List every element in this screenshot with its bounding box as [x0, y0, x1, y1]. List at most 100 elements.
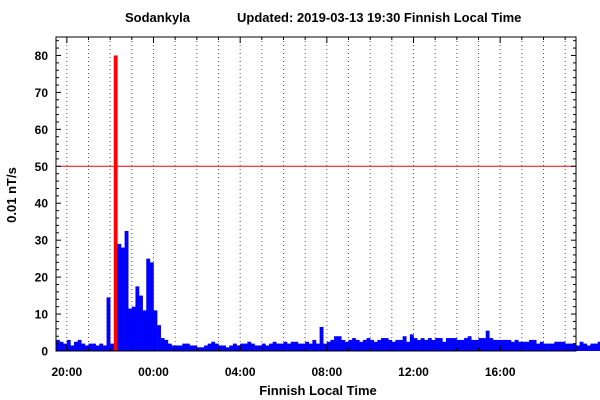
- x-tick-label: 16:00: [485, 365, 516, 379]
- x-tick-label: 00:00: [138, 365, 169, 379]
- bar: [482, 338, 486, 351]
- bar: [77, 339, 82, 351]
- bar: [427, 338, 432, 351]
- bar: [254, 345, 259, 351]
- bar: [355, 339, 360, 351]
- bar: [279, 343, 284, 351]
- bar: [550, 343, 555, 351]
- bar: [240, 343, 245, 351]
- bar: [124, 230, 129, 351]
- bar: [59, 341, 64, 351]
- bar: [474, 339, 479, 351]
- y-tick-label: 30: [35, 234, 49, 248]
- bar: [449, 338, 454, 351]
- bar: [420, 338, 425, 351]
- bar: [391, 341, 396, 351]
- y-tick-label: 0: [41, 345, 48, 359]
- bar: [471, 339, 476, 351]
- bar: [56, 339, 60, 351]
- y-tick-label: 80: [35, 49, 49, 63]
- bar: [229, 345, 234, 351]
- bar: [344, 341, 349, 351]
- bar: [586, 345, 591, 351]
- bar: [186, 343, 190, 351]
- bar: [157, 325, 161, 351]
- y-tick-label: 60: [35, 123, 49, 137]
- y-tick-label: 40: [35, 197, 49, 211]
- x-tick-label: 12:00: [398, 365, 429, 379]
- bar: [113, 55, 118, 352]
- bar: [460, 339, 465, 351]
- bar: [142, 310, 147, 351]
- bar: [63, 343, 68, 351]
- y-tick-label: 70: [35, 86, 49, 100]
- bar: [478, 338, 483, 351]
- plot-frame: [55, 36, 577, 352]
- bar: [438, 338, 443, 351]
- bar: [395, 339, 400, 351]
- bar: [81, 343, 86, 351]
- bar: [518, 341, 523, 351]
- bar: [536, 343, 541, 351]
- bar: [485, 330, 490, 351]
- bar: [182, 343, 187, 351]
- bar: [503, 339, 508, 351]
- bar: [290, 341, 295, 351]
- bar: [160, 338, 165, 351]
- bar: [326, 341, 331, 351]
- bar: [453, 338, 458, 351]
- bar: [269, 343, 273, 351]
- bar: [456, 339, 461, 351]
- bar: [276, 343, 281, 351]
- y-tick-label: 50: [35, 160, 49, 174]
- bar: [287, 343, 291, 351]
- bar: [594, 343, 598, 351]
- bar: [153, 310, 158, 351]
- bar: [84, 345, 89, 351]
- bar: [435, 338, 440, 351]
- bar: [539, 341, 544, 351]
- vertical-gridlines: [66, 37, 566, 351]
- bar: [525, 341, 530, 351]
- bar: [316, 343, 320, 351]
- bar: [583, 343, 588, 351]
- bar: [417, 339, 421, 351]
- bar: [565, 343, 570, 351]
- activity-bars: [56, 55, 600, 352]
- bar: [341, 339, 346, 351]
- bar: [128, 308, 133, 351]
- bar: [319, 326, 324, 351]
- bar: [88, 343, 93, 351]
- bar: [511, 341, 515, 351]
- x-tick-label: 04:00: [225, 365, 256, 379]
- bar: [95, 345, 100, 351]
- bar: [442, 341, 447, 351]
- bar: [189, 345, 194, 351]
- bar: [467, 336, 472, 351]
- bar: [251, 343, 255, 351]
- bar: [399, 339, 403, 351]
- bar: [373, 341, 378, 351]
- bar: [431, 339, 436, 351]
- bar: [424, 339, 429, 351]
- x-axis: 20:00 00:00 04:00 08:00 12:00 16:00: [51, 37, 566, 379]
- bar: [489, 338, 494, 351]
- bar: [74, 341, 78, 351]
- bar: [500, 339, 505, 351]
- bar: [521, 341, 526, 351]
- bar: [384, 338, 389, 351]
- x-tick-label: 08:00: [311, 365, 342, 379]
- bar: [388, 339, 393, 351]
- bar: [572, 343, 577, 351]
- bar: [99, 343, 104, 351]
- bar: [557, 341, 562, 351]
- bar: [196, 347, 201, 351]
- bar: [496, 339, 501, 351]
- y-tick-label: 20: [35, 271, 49, 285]
- y-tick-label: 10: [35, 308, 49, 322]
- bar: [514, 339, 519, 351]
- bar: [204, 345, 208, 351]
- bar: [265, 345, 270, 351]
- bar: [117, 243, 122, 351]
